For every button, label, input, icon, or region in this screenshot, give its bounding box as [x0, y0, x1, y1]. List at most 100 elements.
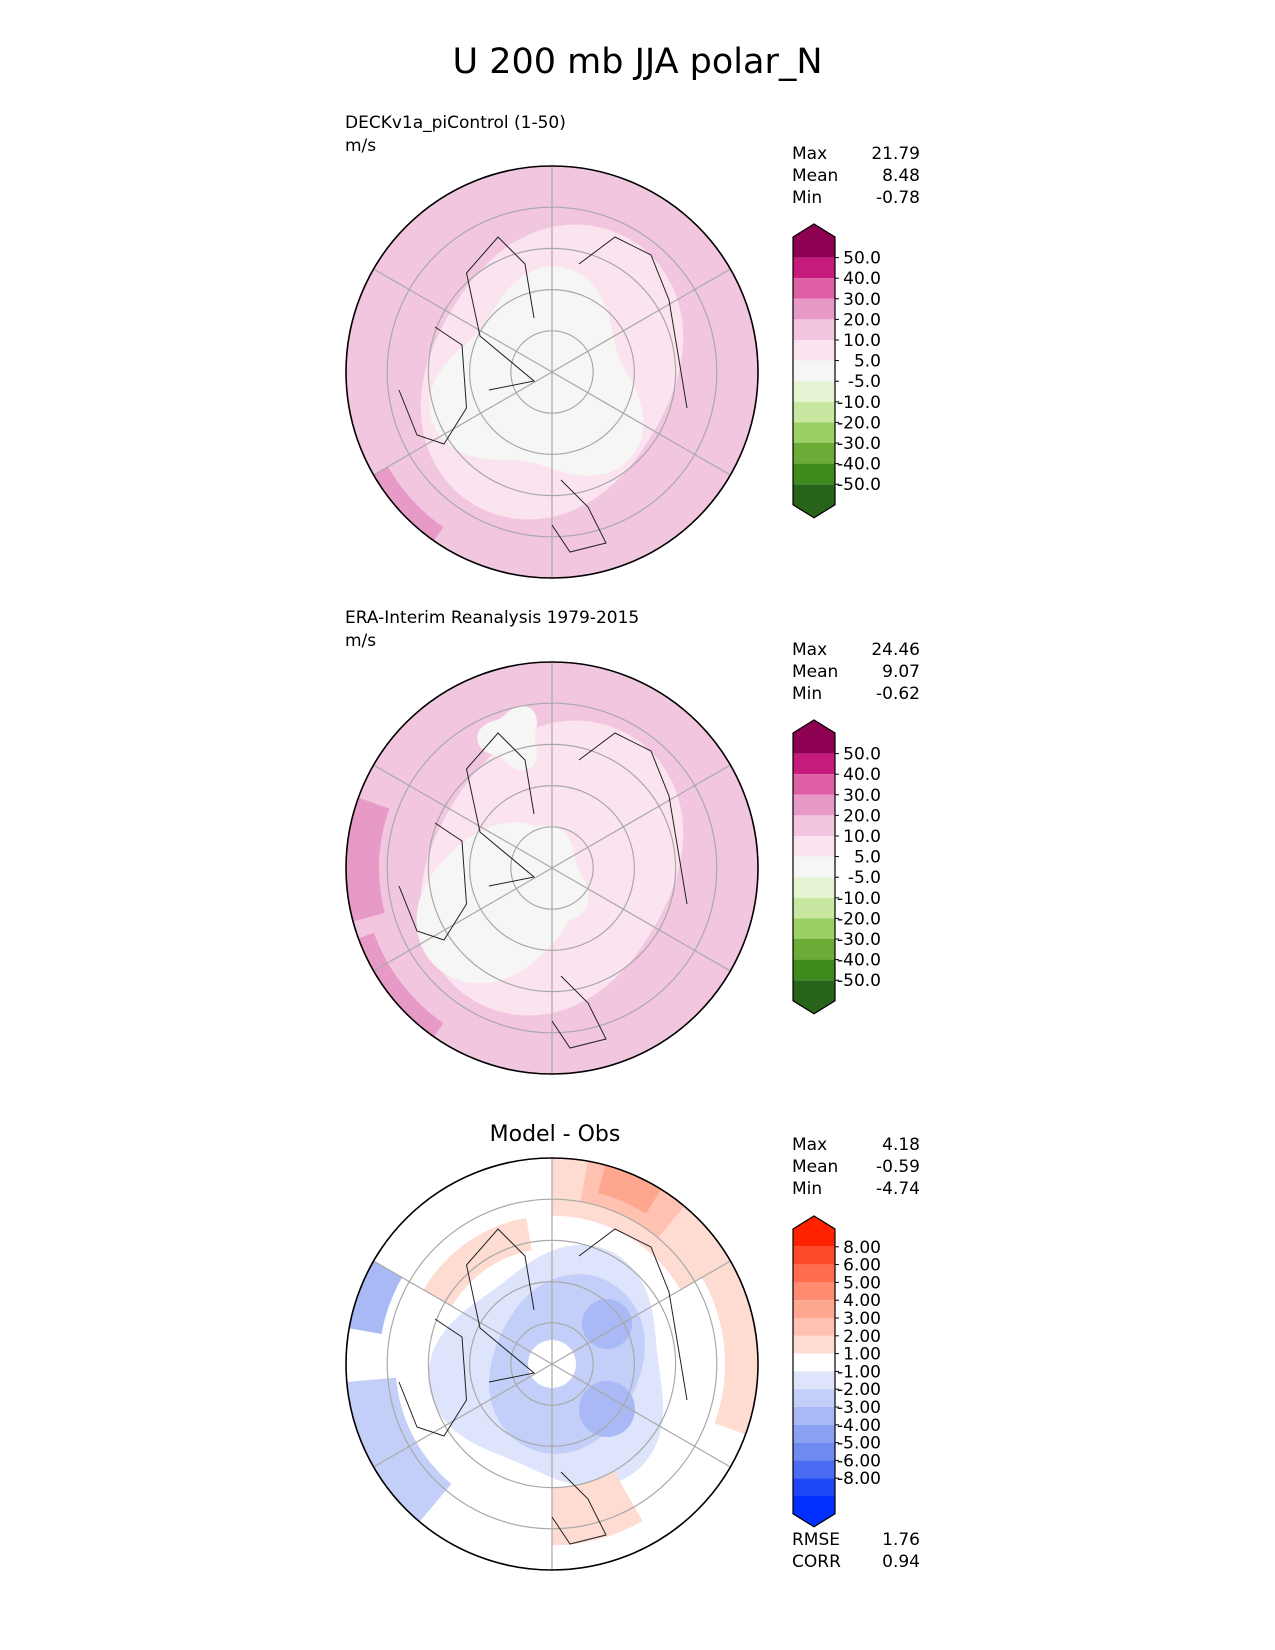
field-pos-band: [423, 1217, 532, 1307]
colorbar-tick-label: 8.00: [843, 1238, 881, 1258]
panel-2-min-label: Min: [792, 684, 823, 704]
colorbar-segment: [793, 360, 835, 382]
colorbar-segment: [793, 1389, 835, 1407]
colorbar-obs: 50.040.030.020.010.05.0-5.0-10.0-20.0-30…: [792, 719, 881, 1015]
colorbar-segment: [793, 1424, 835, 1443]
field-pos-band: [701, 1261, 758, 1435]
coastline: [465, 1228, 536, 1383]
colorbar-tick-label: -8.00: [837, 1469, 881, 1489]
field-land-low: [416, 822, 578, 984]
colorbar-tick-label: -5.0: [848, 868, 881, 888]
field-neg-band: [346, 1377, 452, 1522]
corr-value: 0.94: [882, 1552, 920, 1572]
colorbar-tick-label: 40.0: [843, 765, 881, 785]
figure-title: U 200 mb JJA polar_N: [452, 42, 823, 82]
colorbar-tick-label: 2.00: [843, 1327, 881, 1347]
coastline: [578, 1228, 688, 1401]
colorbar-tick-label: 20.0: [843, 806, 881, 826]
panel-2-max-label: Max: [792, 640, 828, 660]
colorbar-extend-min: [793, 1496, 835, 1527]
colorbar-extend-max: [793, 224, 835, 258]
coastline: [465, 732, 536, 887]
colorbar-segment: [793, 340, 835, 361]
coastline: [551, 1471, 607, 1545]
colorbar-tick-label: -40.0: [837, 455, 881, 475]
coastline: [398, 1318, 468, 1437]
colorbar-segment: [793, 897, 835, 919]
colorbar-segment: [793, 443, 835, 464]
colorbar-extend-min: [793, 484, 835, 518]
colorbar-tick-label: -40.0: [837, 951, 881, 971]
coastline: [398, 326, 468, 445]
colorbar-tick-label: -5.0: [848, 372, 881, 392]
colorbar-segment: [793, 257, 835, 279]
colorbar-segment: [793, 836, 835, 857]
colorbar-tick-label: 4.00: [843, 1291, 881, 1311]
colorbar-segment: [793, 753, 835, 775]
coastline: [551, 975, 607, 1049]
colorbar-segment: [793, 1300, 835, 1318]
colorbar-tick-label: -5.00: [837, 1434, 881, 1454]
coastline: [465, 236, 536, 391]
colorbar-tick-label: 1.00: [843, 1345, 881, 1365]
colorbar-tick-label: 30.0: [843, 786, 881, 806]
colorbar-extend-min: [793, 980, 835, 1014]
field-core: [429, 266, 644, 476]
colorbar-model: 50.040.030.020.010.05.0-5.0-10.0-20.0-30…: [792, 223, 881, 519]
panel-3-min-label: Min: [792, 1179, 823, 1199]
panel-3-max-label: Max: [792, 1135, 828, 1155]
field-land-low: [477, 706, 537, 770]
coastline: [551, 479, 607, 553]
map-diff: [345, 1157, 759, 1571]
map-boundary: [345, 661, 759, 1075]
colorbar-tick-label: 6.00: [843, 1256, 881, 1276]
colorbar-segment: [793, 1442, 835, 1461]
rmse-value: 1.76: [882, 1530, 920, 1550]
colorbar-segment: [793, 1335, 835, 1354]
colorbar-tick-label: -4.00: [837, 1416, 881, 1436]
map-boundary: [345, 1157, 759, 1571]
colorbar-tick-label: 10.0: [843, 331, 881, 351]
panel-1-mean-value: 8.48: [882, 166, 920, 186]
graticule-meridian: [373, 1363, 553, 1468]
field-pos-core: [597, 1165, 662, 1214]
colorbar-segment: [793, 278, 835, 299]
colorbar-tick-label: 50.0: [843, 249, 881, 269]
colorbar-diff: 8.006.005.004.003.002.001.00-1.00-2.00-3…: [792, 1215, 881, 1528]
graticule-meridian: [373, 764, 553, 869]
graticule-meridian: [551, 1260, 731, 1365]
map-model: [345, 165, 759, 579]
colorbar-segment: [793, 381, 835, 402]
coastline: [578, 732, 688, 905]
colorbar-tick-label: 5.00: [843, 1273, 881, 1293]
colorbar-tick-label: 30.0: [843, 290, 881, 310]
graticule-meridian: [551, 268, 731, 373]
colorbar-segment: [793, 774, 835, 795]
colorbar-tick-label: -1.00: [837, 1362, 881, 1382]
panel-3-max-value: 4.18: [882, 1135, 920, 1155]
panel-1-max-value: 21.79: [871, 144, 920, 164]
colorbar-segment: [793, 1264, 835, 1283]
colorbar-tick-label: 3.00: [843, 1309, 881, 1329]
panel-3-mean-label: Mean: [792, 1157, 839, 1177]
panel-2-units: m/s: [345, 631, 377, 651]
graticule-meridian: [373, 268, 553, 373]
colorbar-tick-label: -6.00: [837, 1451, 881, 1471]
panel-1-units: m/s: [345, 136, 377, 156]
colorbar-segment: [793, 959, 835, 981]
graticule-meridian: [551, 1363, 731, 1468]
colorbar-tick-label: -50.0: [837, 475, 881, 495]
rmse-label: RMSE: [792, 1530, 841, 1550]
colorbar-segment: [793, 1318, 835, 1336]
field-neg-core: [582, 1299, 632, 1349]
graticule-meridian: [551, 867, 731, 972]
colorbar-segment: [793, 1460, 835, 1479]
colorbar-tick-label: -30.0: [837, 434, 881, 454]
map-obs: [345, 661, 759, 1075]
colorbar-segment: [793, 319, 835, 340]
panel-1-min-value: -0.78: [876, 188, 920, 208]
colorbar-outline: [792, 1215, 836, 1528]
coastline: [398, 822, 468, 941]
colorbar-segment: [793, 401, 835, 423]
panel-2-title: ERA-Interim Reanalysis 1979-2015: [345, 608, 640, 628]
